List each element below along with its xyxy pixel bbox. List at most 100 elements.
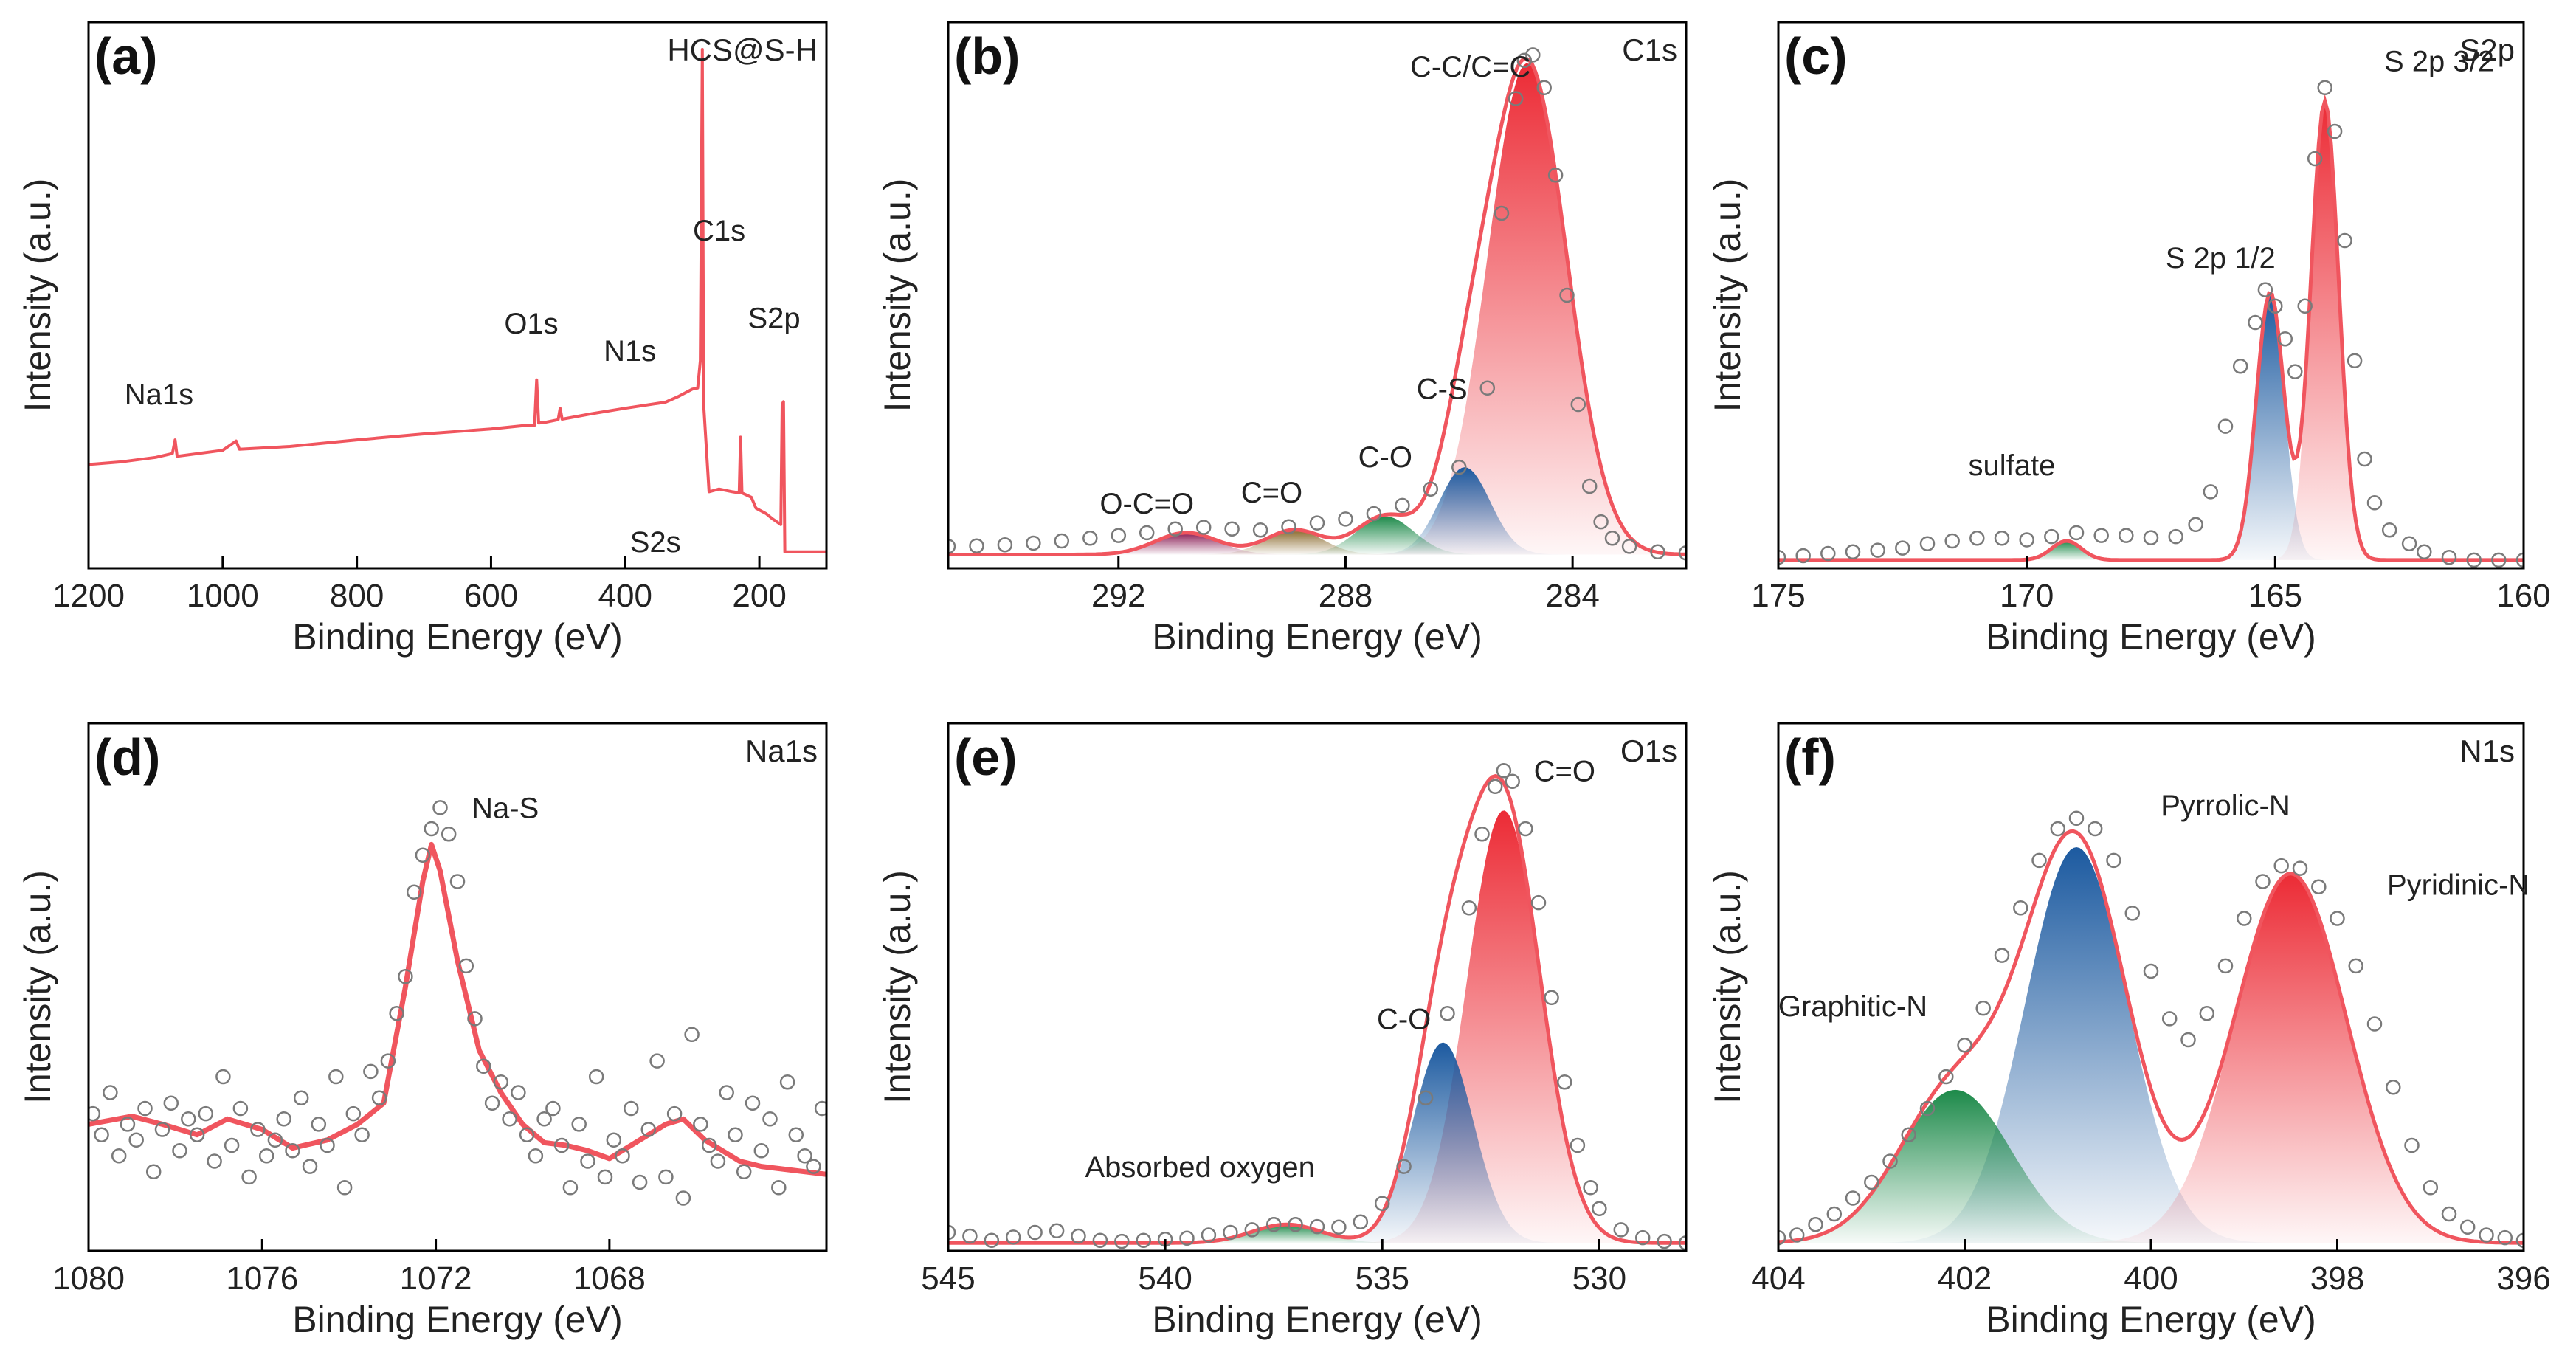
data-point [2248,314,2263,331]
data-point [666,1105,683,1122]
data-point [1201,1227,1217,1243]
data-point [2273,858,2289,874]
data-point [675,1190,691,1206]
data-point [2357,451,2372,467]
x-axis-title: Binding Energy (eV) [292,616,622,658]
spectrum-label: C1s [1622,32,1677,67]
peak-s-2p-1-2 [1778,293,2524,560]
data-point [1895,540,1910,556]
data-point [536,1111,552,1127]
panel-a: 1200 1000 800 600 400 200 Binding Energy (eV) I… [17,21,828,658]
data-point [2366,494,2383,511]
data-point [137,1100,153,1117]
plot-area-d [89,800,826,1206]
axes-frame [947,722,1688,1252]
data-point [276,1111,291,1127]
peak-annotation: Pyrrolic-N [2161,790,2290,822]
spectrum-label: S2p [2459,32,2515,67]
fit-envelope-line [948,56,1686,556]
data-point [1049,1223,1065,1239]
data-point [1092,1232,1108,1248]
data-point [484,1095,500,1111]
data-point [2068,810,2085,826]
panel-letter: (d) [94,728,160,786]
x-tick-label: 284 [1545,578,1599,614]
x-tick-label: 530 [1572,1260,1626,1297]
data-point [1581,478,1598,494]
data-point [1353,1214,1369,1229]
data-point [1975,1000,1991,1016]
data-point [2050,821,2066,837]
data-point [2479,1227,2494,1243]
data-point [1395,497,1410,514]
y-axis-title: Intensity (a.u.) [1707,179,1748,413]
data-point [969,538,984,553]
data-point [1795,548,1811,564]
data-point [2441,549,2457,565]
y-axis-title: Intensity (a.u.) [877,870,918,1104]
data-point [1195,520,1212,535]
x-tick-label: 396 [2496,1260,2550,1297]
x-tick-label: 800 [330,578,384,614]
data-point [762,1111,778,1127]
data-point [1820,545,1836,562]
data-point [2287,364,2303,379]
data-point [1559,287,1575,303]
axes-frame [87,722,828,1252]
data-point [163,1095,179,1111]
data-point [1396,1159,1412,1174]
data-point [1288,1217,1303,1232]
data-point [1423,481,1439,497]
panel-letter: (e) [954,728,1018,786]
data-point [511,1085,526,1100]
data-point [189,1127,205,1142]
data-point [1845,1190,1861,1206]
peak-annotation: C-O [1358,441,1412,474]
x-axis-title: Binding Energy (eV) [292,1299,622,1340]
data-point [1461,900,1477,916]
data-point [2143,530,2159,545]
data-point [1451,459,1467,475]
data-point [745,1095,761,1111]
peak-c-o [948,810,1686,1243]
data-point [354,1127,370,1142]
data-point [1309,1218,1325,1235]
data-point [2087,821,2103,837]
data-point [962,1228,978,1244]
data-point [1570,396,1586,413]
data-point [701,1137,717,1153]
data-point [250,1122,266,1137]
data-point [779,1074,795,1090]
data-point [1544,990,1559,1006]
data-point [597,1169,613,1185]
data-point [2019,532,2034,548]
data-point [1440,1006,1455,1021]
data-point [615,1148,630,1164]
data-point [2119,528,2134,543]
data-point [2257,282,2273,297]
peak-annotation: S 2p 3/2 [2384,46,2494,78]
data-point [267,1132,283,1148]
data-point [336,1179,353,1196]
data-point [1179,1230,1195,1246]
data-point [788,1127,804,1142]
spectrum-label: N1s [2459,734,2515,768]
peak-annotation: Absorbed oxygen [1085,1151,1315,1184]
data-point [2423,1179,2439,1196]
x-tick-label: 404 [1751,1260,1805,1297]
x-axis-title: Binding Energy (eV) [1986,1299,2316,1340]
data-point [1621,539,1637,554]
panel-e: 545 540 535 530 Binding Energy (eV) Intensity… [877,722,1688,1340]
peak-annotation: C-S [1417,373,1468,406]
x-axis-title: Binding Energy (eV) [1152,1299,1482,1340]
data-point [1944,533,1960,549]
data-point [1994,531,2010,546]
data-point [1530,894,1547,911]
data-point [571,1117,587,1132]
data-point [1071,1228,1086,1244]
peak-annotation: S 2p 1/2 [2166,242,2276,275]
peak-annotation: C-C/C=C [1410,51,1530,83]
data-point [258,1148,274,1164]
peak-annotation: S2s [630,526,681,559]
